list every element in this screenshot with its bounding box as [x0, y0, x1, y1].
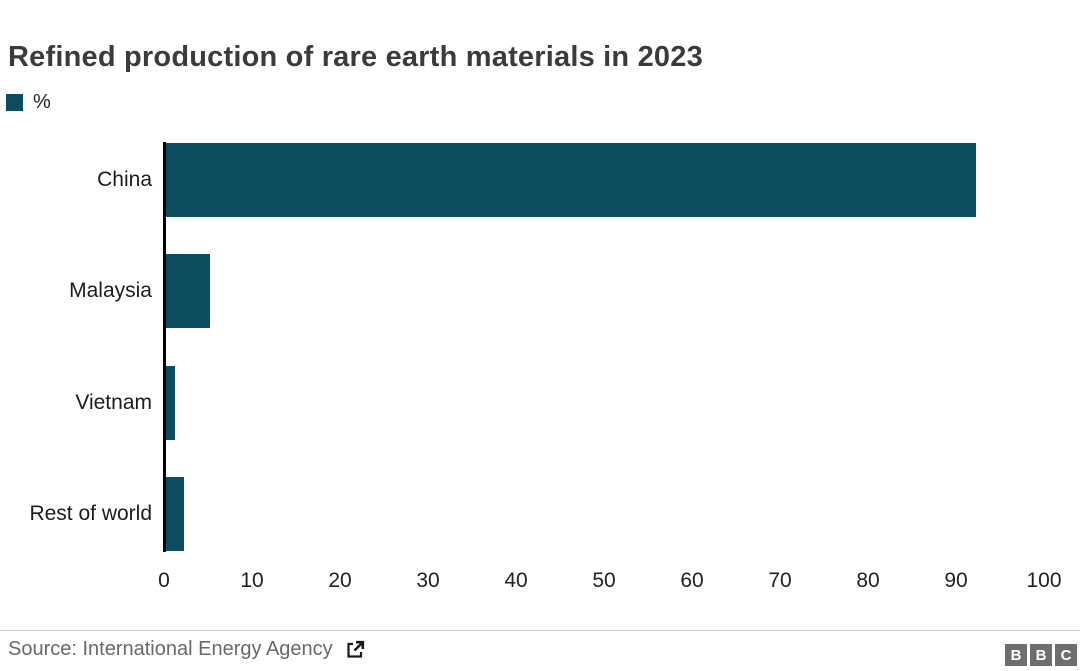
x-axis-tick-labels: 0 10 20 30 40 50 60 70 80 90 100 — [158, 569, 1061, 595]
bar-vietnam — [166, 366, 175, 440]
source-label: Source: International Energy Agency — [8, 638, 333, 660]
bbc-logo: B B C — [1005, 644, 1077, 666]
x-tick-label-90: 90 — [944, 569, 968, 592]
bar-rest-of-world — [166, 477, 184, 551]
plot-area — [166, 142, 1046, 552]
category-axis-labels: China Malaysia Vietnam Rest of world — [0, 142, 152, 552]
x-tick-label-40: 40 — [504, 569, 528, 592]
bbc-logo-block: C — [1055, 644, 1077, 666]
x-tick-label-20: 20 — [328, 569, 352, 592]
footer-divider — [0, 630, 1080, 631]
bbc-logo-block: B — [1030, 644, 1052, 666]
x-tick-label-70: 70 — [768, 569, 792, 592]
y-axis-line — [163, 142, 166, 552]
x-tick-label-100: 100 — [1026, 569, 1062, 592]
chart-legend: % — [6, 91, 51, 114]
x-tick-label-30: 30 — [416, 569, 440, 592]
category-label-malaysia: Malaysia — [69, 279, 152, 302]
legend-swatch — [6, 94, 23, 111]
x-tick-label-10: 10 — [240, 569, 264, 592]
category-label-rest-of-world: Rest of world — [29, 502, 152, 525]
x-tick-label-0: 0 — [158, 569, 170, 592]
x-tick-label-80: 80 — [856, 569, 880, 592]
bbc-logo-block: B — [1005, 644, 1027, 666]
chart-title: Refined production of rare earth materia… — [8, 41, 703, 74]
x-tick-label-50: 50 — [592, 569, 616, 592]
category-label-vietnam: Vietnam — [75, 391, 152, 414]
bar-china — [166, 143, 976, 217]
source-row: Source: International Energy Agency — [8, 638, 366, 661]
legend-label: % — [33, 91, 51, 113]
bar-malaysia — [166, 254, 210, 328]
x-tick-label-60: 60 — [680, 569, 704, 592]
external-link-icon[interactable] — [345, 639, 366, 660]
category-label-china: China — [97, 168, 152, 191]
